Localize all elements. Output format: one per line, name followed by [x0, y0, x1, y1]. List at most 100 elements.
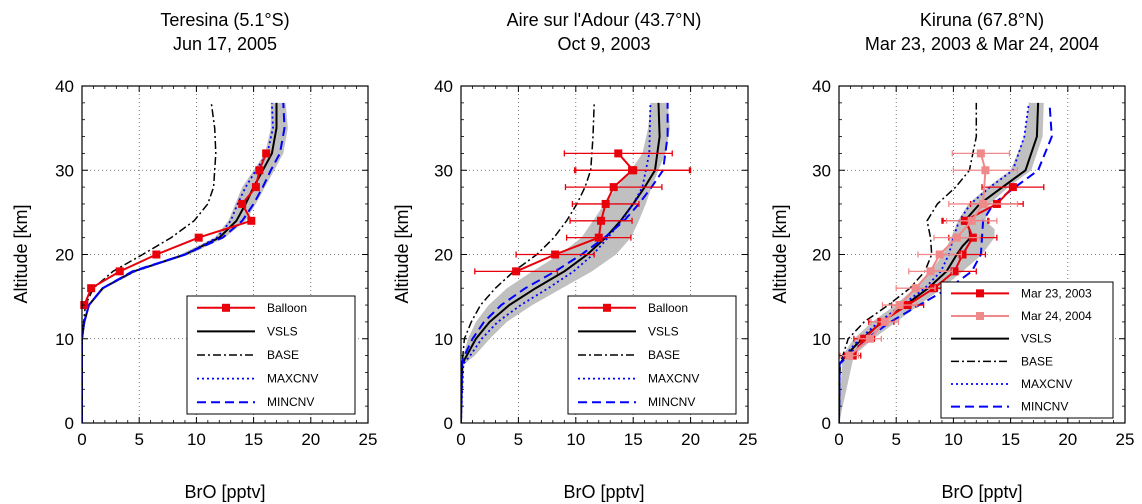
legend-item: BASE — [578, 348, 680, 362]
balloon-marker — [614, 149, 623, 158]
series-line-mincnv — [839, 102, 1053, 423]
x-tick-label: 20 — [681, 430, 700, 449]
legend-label: MAXCNV — [1021, 377, 1072, 391]
x-tick-label: 25 — [359, 430, 378, 449]
y-tick-label: 10 — [812, 330, 831, 349]
legend-label: VSLS — [267, 324, 298, 338]
balloon-marker — [115, 267, 124, 276]
series-line-base — [839, 102, 978, 423]
balloon-marker — [981, 166, 990, 175]
legend-item: BASE — [197, 348, 299, 362]
x-tick-label: 25 — [1116, 430, 1135, 449]
balloon-series — [839, 149, 1019, 360]
balloon-marker — [194, 233, 203, 242]
legend-label: VSLS — [1021, 332, 1052, 346]
balloon-marker — [251, 183, 260, 192]
axis-ticks: 0 5 10 15 20 25 0 10 20 30 40 — [434, 77, 757, 449]
y-axis-label: Altitude [km] — [392, 204, 412, 303]
balloon-marker — [845, 351, 854, 360]
legend-label: BASE — [648, 348, 680, 362]
legend-label: BASE — [1021, 354, 1053, 368]
legend-marker — [222, 303, 230, 312]
legend: Balloon VSLS BASE MAXCNV MINCNV — [186, 295, 356, 415]
balloon-profile — [474, 149, 692, 276]
legend-item: Mar 23, 2003 — [951, 286, 1092, 300]
legend-item: MAXCNV — [197, 372, 318, 386]
balloon-marker — [609, 183, 618, 192]
y-tick-label: 10 — [55, 330, 74, 349]
x-tick-label: 25 — [739, 430, 758, 449]
x-axis-label: BrO [pptv] — [563, 482, 644, 502]
balloon-marker — [865, 334, 874, 343]
x-tick-label: 20 — [1058, 430, 1077, 449]
balloon-series — [474, 149, 692, 276]
balloon-marker — [601, 199, 610, 208]
legend-item: VSLS — [197, 324, 298, 338]
y-tick-label: 30 — [55, 161, 74, 180]
legend-label: MINCNV — [267, 395, 314, 409]
model-lines — [839, 102, 1053, 423]
legend: Mar 23, 2003 Mar 24, 2004 VSLS BASE MAXCNV MI… — [940, 281, 1114, 419]
series-line-maxcnv — [839, 102, 1030, 423]
y-tick-label: 40 — [434, 77, 453, 96]
balloon-marker — [967, 216, 976, 225]
balloon-marker — [629, 166, 638, 175]
x-tick-label: 0 — [456, 430, 465, 449]
series-line-vsls — [839, 102, 1040, 423]
legend-marker — [976, 312, 984, 320]
x-tick-label: 10 — [566, 430, 585, 449]
y-tick-label: 40 — [55, 77, 74, 96]
model-range-band — [839, 102, 1044, 423]
x-tick-label: 5 — [514, 430, 523, 449]
x-tick-label: 0 — [77, 430, 86, 449]
legend-item: Balloon — [578, 301, 688, 315]
balloon-marker — [255, 166, 264, 175]
y-tick-label: 20 — [55, 246, 74, 265]
chart-subtitle: Oct 9, 2003 — [557, 34, 650, 54]
chart-panel-aire-sur-l-adour: Aire sur l'Adour (43.7°N) Oct 9, 2003 0 5… — [392, 10, 757, 502]
chart-title: Aire sur l'Adour (43.7°N) — [507, 10, 702, 30]
balloon-marker — [247, 216, 256, 225]
range-band — [461, 102, 670, 423]
legend-item: MINCNV — [951, 400, 1068, 414]
balloon-marker — [935, 250, 944, 259]
legend-box — [940, 281, 1114, 419]
chart-subtitle: Mar 23, 2003 & Mar 24, 2004 — [865, 34, 1099, 54]
legend-label: Balloon — [267, 301, 307, 315]
x-tick-label: 15 — [244, 430, 263, 449]
y-tick-label: 40 — [812, 77, 831, 96]
legend-label: BASE — [267, 348, 299, 362]
balloon-marker — [87, 284, 96, 293]
legend-item: VSLS — [578, 324, 679, 338]
chart-title: Teresina (5.1°S) — [160, 10, 289, 30]
balloon-profile — [80, 149, 271, 310]
series-line-mincnv — [82, 102, 286, 423]
y-axis-label: Altitude [km] — [770, 204, 790, 303]
legend-label: Mar 24, 2004 — [1021, 309, 1092, 323]
balloon-marker — [512, 267, 521, 276]
legend-item: MINCNV — [578, 395, 695, 409]
x-axis-label: BrO [pptv] — [184, 482, 265, 502]
balloon-marker — [950, 267, 959, 276]
balloon-marker — [958, 250, 967, 259]
series-line-vsls — [82, 102, 278, 423]
balloon-series — [80, 149, 271, 310]
chart-subtitle: Jun 17, 2005 — [173, 34, 277, 54]
chart-panel-kiruna: Kiruna (67.8°N) Mar 23, 2003 & Mar 24, 2… — [770, 10, 1134, 502]
legend-item: MINCNV — [197, 395, 314, 409]
y-tick-label: 10 — [434, 330, 453, 349]
legend-label: VSLS — [648, 324, 679, 338]
balloon-marker — [262, 149, 271, 158]
legend-label: MAXCNV — [648, 372, 699, 386]
balloon-marker — [880, 317, 889, 326]
legend-item: Balloon — [197, 301, 307, 315]
y-tick-label: 30 — [812, 161, 831, 180]
legend-marker — [603, 303, 611, 312]
series-line-vsls — [461, 102, 661, 423]
legend-label: MINCNV — [648, 395, 695, 409]
legend-item: MAXCNV — [578, 372, 699, 386]
balloon-marker — [152, 250, 161, 259]
model-range-band — [461, 102, 670, 423]
range-band — [839, 102, 1044, 423]
